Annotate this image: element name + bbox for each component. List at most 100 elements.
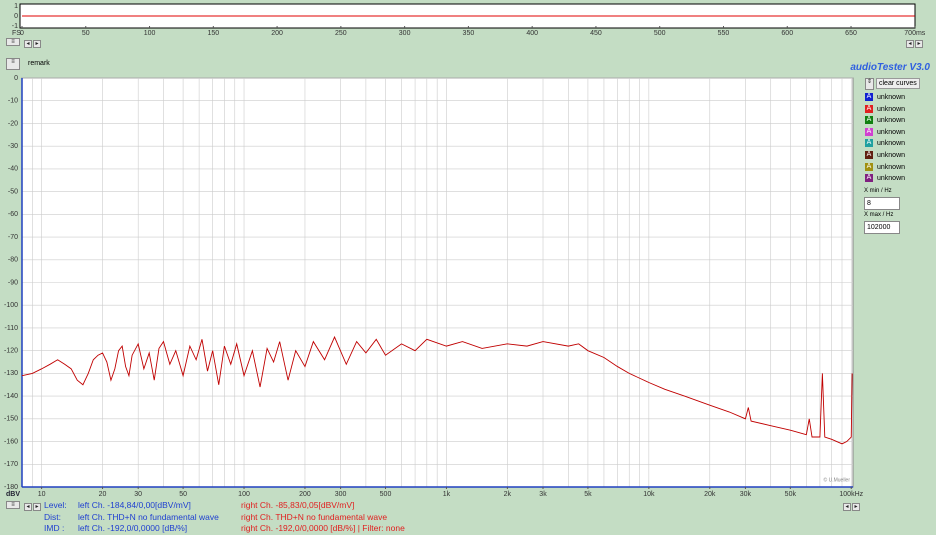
x-tick-label: 550 — [718, 30, 730, 37]
y-tick-label: -170 — [4, 461, 18, 468]
x-tick-label: 300 — [335, 491, 347, 498]
status-right: right Ch. -192,0/0,0000 [dB/%] | Filter:… — [241, 523, 405, 533]
x-tick-label: 250 — [335, 30, 347, 37]
x-tick-label: 50 — [179, 491, 187, 498]
scroll-right[interactable]: ▸ — [852, 503, 860, 511]
x-tick-label: 5k — [584, 491, 592, 498]
x-tick-label: 20k — [704, 491, 716, 498]
scroll-left[interactable]: ◂ — [24, 40, 32, 48]
x-tick-label: 500 — [654, 30, 666, 37]
scroll-right[interactable]: ▸ — [33, 40, 41, 48]
x-tick-label: 10 — [38, 491, 46, 498]
x-tick-label: 3k — [539, 491, 547, 498]
y-tick-label: -100 — [4, 302, 18, 309]
status-left: left Ch. -192,0/0,0000 [dB/%] — [78, 523, 188, 533]
x-tick-label: 50 — [82, 30, 90, 37]
y-tick-label: -10 — [8, 98, 18, 105]
curve-icon[interactable]: A — [865, 139, 873, 148]
x-tick-label: 30k — [740, 491, 752, 498]
grid — [22, 77, 853, 488]
x-tick-label: 650 — [845, 30, 857, 37]
waveform-y-unit: FS — [12, 30, 21, 37]
curve-icon[interactable]: A — [865, 104, 873, 113]
x-tick-label: 150 — [207, 30, 219, 37]
curve-label: unknown — [877, 140, 906, 148]
xmin-input[interactable]: 8 — [864, 197, 900, 210]
x-tick-label: 1k — [443, 491, 451, 498]
x-tick-label: 450 — [590, 30, 602, 37]
curve-label: unknown — [877, 151, 906, 159]
y-tick-label: -40 — [8, 166, 18, 173]
y-tick-label: -70 — [8, 234, 18, 241]
xmax-input[interactable]: 102000 — [864, 221, 900, 234]
y-tick-label: 1 — [14, 3, 18, 10]
y-tick-label: -1 — [12, 23, 18, 30]
curve-label: unknown — [877, 93, 906, 101]
clear-curves-button[interactable]: clear curves — [876, 78, 920, 89]
curve-scroll[interactable]: ⇕ — [865, 78, 874, 90]
y-tick-label: -180 — [4, 484, 18, 491]
x-tick-label: 100kHz — [839, 491, 863, 498]
x-tick-label: 20 — [99, 491, 107, 498]
y-tick-label: 0 — [14, 75, 18, 82]
x-tick-label: 350 — [463, 30, 475, 37]
curve-icon[interactable]: A — [865, 127, 873, 136]
scroll-right[interactable]: ▸ — [33, 503, 41, 511]
x-tick-label: 500 — [380, 491, 392, 498]
y-tick-label: -50 — [8, 188, 18, 195]
curve-label: unknown — [877, 128, 906, 136]
scroll-left[interactable]: ◂ — [843, 503, 851, 511]
curve-label: unknown — [877, 175, 906, 182]
y-tick-label: -20 — [8, 120, 18, 127]
curve-icon[interactable]: A — [865, 150, 873, 159]
curve-label: unknown — [877, 163, 906, 171]
curve-label: unknown — [877, 105, 906, 113]
x-tick-label: 50k — [785, 491, 797, 498]
status-label: IMD : — [44, 523, 65, 533]
xmax-label: X max / Hz — [864, 212, 894, 218]
x-tick-label: 700ms — [904, 30, 926, 37]
x-tick-label: 200 — [271, 30, 283, 37]
y-tick-label: -150 — [4, 416, 18, 423]
x-tick-label: 0 — [20, 30, 24, 37]
curve-icon[interactable]: A — [865, 116, 873, 125]
y-tick-label: -160 — [4, 438, 18, 445]
status-right: right Ch. THD+N no fundamental wave — [241, 511, 388, 522]
x-tick-label: 200 — [299, 491, 311, 498]
status-label: Level: — [44, 500, 67, 510]
status-label: Dist: — [44, 511, 61, 522]
status-left: left Ch. THD+N no fundamental wave — [78, 511, 219, 522]
xmin-label: X min / Hz — [864, 188, 892, 194]
status-right: right Ch. -85,83/0,05[dBV/mV] — [241, 500, 355, 510]
x-tick-label: 300 — [399, 30, 411, 37]
scroll-right[interactable]: ▸ — [915, 40, 923, 48]
curve-icon[interactable]: A — [865, 93, 873, 101]
curve-icon[interactable]: A — [865, 162, 873, 171]
scroll-left[interactable]: ◂ — [24, 503, 32, 511]
y-tick-label: -30 — [8, 143, 18, 150]
scroll-left[interactable]: ◂ — [906, 40, 914, 48]
zoom-button[interactable]: ≡ — [6, 501, 20, 509]
remark-button[interactable]: ≡ — [6, 58, 20, 70]
y-tick-label: -90 — [8, 279, 18, 286]
y-tick-label: -140 — [4, 393, 18, 400]
curve-icon[interactable]: A — [865, 174, 873, 183]
app-title: audioTester V3.0 — [850, 62, 930, 73]
zoom-button[interactable]: ≡ — [6, 38, 20, 46]
y-tick-label: -80 — [8, 257, 18, 264]
credit: © U.Mueller — [824, 476, 851, 483]
y-tick-label: -130 — [4, 370, 18, 377]
data-line — [21, 335, 853, 445]
x-tick-label: 400 — [526, 30, 538, 37]
y-tick-label: -110 — [5, 325, 19, 332]
